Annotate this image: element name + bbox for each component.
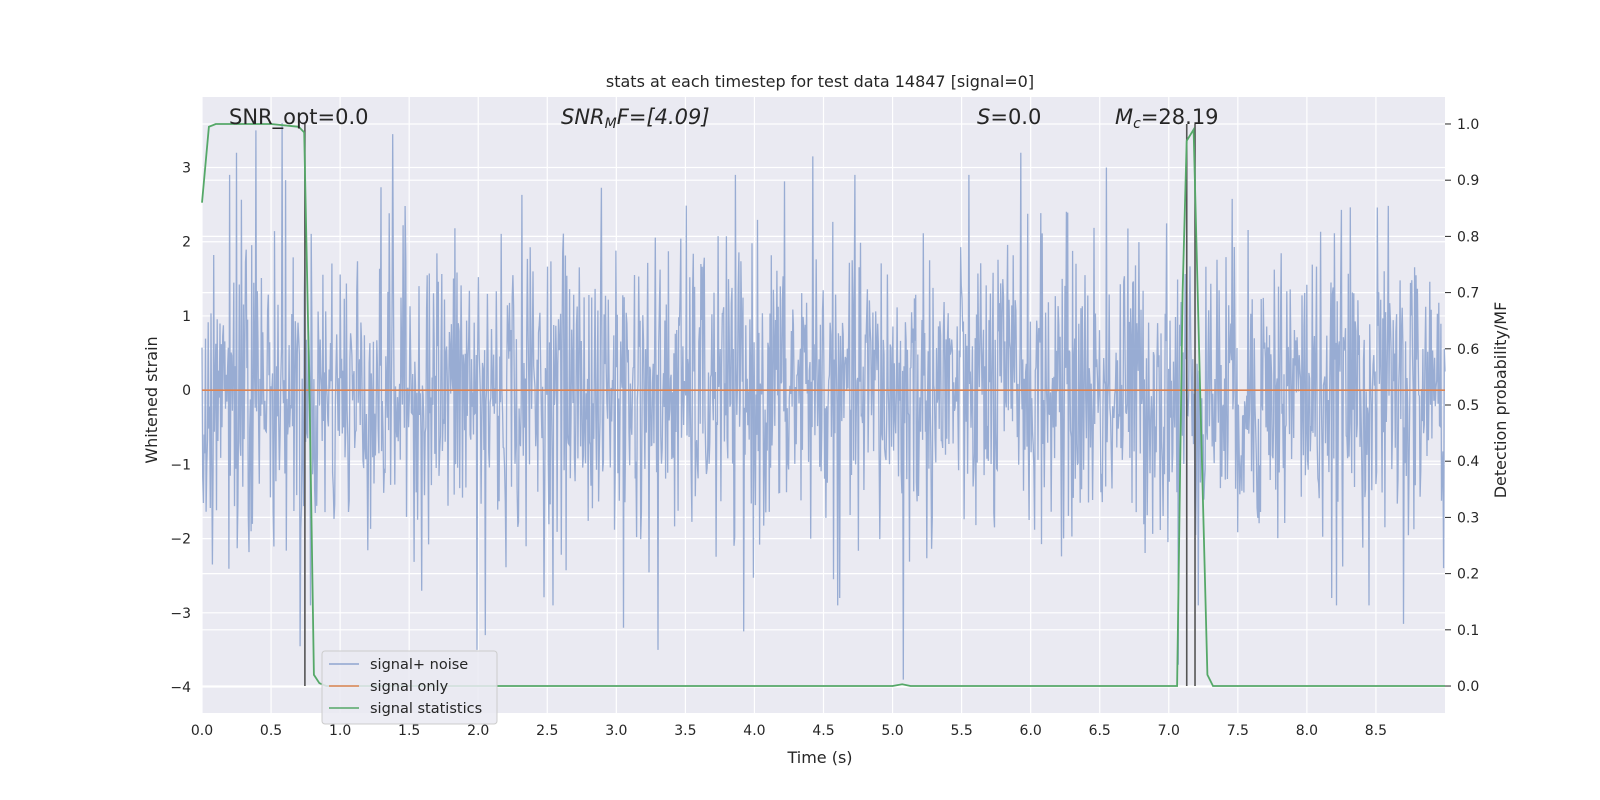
y-tick-label: −2: [170, 532, 191, 548]
annotation-snr-mf: SNRMF=[4.09]: [561, 105, 710, 132]
y2-tick-label: 1.0: [1457, 117, 1479, 133]
legend-label-stats: signal statistics: [370, 701, 482, 717]
y2-tick-label: 0.7: [1457, 286, 1479, 302]
y2-tick-label: 0.2: [1457, 567, 1479, 583]
y-tick-label: 3: [182, 161, 191, 177]
x-tick-label: 1.0: [329, 723, 351, 739]
y2-tick-label: 0.4: [1457, 454, 1479, 470]
x-tick-label: 7.0: [1158, 723, 1180, 739]
x-axis-label: Time (s): [786, 748, 852, 767]
x-tick-label: 6.5: [1089, 723, 1111, 739]
x-tick-label: 0.5: [260, 723, 282, 739]
x-tick-label: 3.5: [674, 723, 696, 739]
x-tick-label: 8.0: [1296, 723, 1318, 739]
x-tick-label: 5.5: [950, 723, 972, 739]
y2-axis-label: Detection probability/MF: [1491, 302, 1510, 499]
annotation-snr-opt: SNR_opt=0.0: [229, 105, 369, 130]
y-tick-label: −3: [170, 606, 191, 622]
x-tick-label: 2.5: [536, 723, 558, 739]
y2-tick-label: 0.6: [1457, 342, 1479, 358]
annotation-mc: Mc=28.19: [1115, 105, 1219, 132]
x-tick-label: 5.0: [881, 723, 903, 739]
x-tick-label: 4.0: [743, 723, 765, 739]
y2-tick-label: 0.1: [1457, 623, 1479, 639]
x-tick-label: 8.5: [1365, 723, 1387, 739]
x-tick-label: 2.0: [467, 723, 489, 739]
signal-noise-series: [201, 122, 1446, 680]
x-tick-label: 0.0: [191, 723, 213, 739]
y-axis-label: Whitened strain: [142, 336, 161, 463]
x-tick-label: 6.0: [1020, 723, 1042, 739]
y-tick-label: −1: [170, 457, 191, 473]
y2-tick-label: 0.8: [1457, 229, 1479, 245]
chart-title: stats at each timestep for test data 148…: [606, 72, 1034, 91]
y2-tick-label: 0.3: [1457, 510, 1479, 526]
y2-tick-label: 0.9: [1457, 173, 1479, 189]
y-tick-label: 0: [182, 383, 191, 399]
y-tick-label: 2: [182, 235, 191, 251]
y-tick-label: −4: [170, 680, 191, 696]
y-tick-label: 1: [182, 309, 191, 325]
noise-line: [201, 122, 1446, 680]
legend: signal+ noise signal only signal statist…: [321, 650, 498, 725]
y2-tick-label: 0.5: [1457, 398, 1479, 414]
legend-label-signal: signal only: [370, 679, 449, 695]
legend-label-noise: signal+ noise: [370, 657, 468, 673]
x-tick-label: 7.5: [1227, 723, 1249, 739]
legend-box: [321, 650, 498, 725]
x-tick-label: 1.5: [398, 723, 420, 739]
x-tick-label: 3.0: [605, 723, 627, 739]
tick-labels: 0.0 0.5 1.0 1.5 2.0 2.5 3.0 3.5 4.0 4.5 5.0 5.5 6.0 6…: [170, 117, 1479, 739]
y2-tick-label: 0.0: [1457, 679, 1479, 695]
annotation-s: S=0.0: [977, 105, 1041, 129]
x-tick-label: 4.5: [812, 723, 834, 739]
